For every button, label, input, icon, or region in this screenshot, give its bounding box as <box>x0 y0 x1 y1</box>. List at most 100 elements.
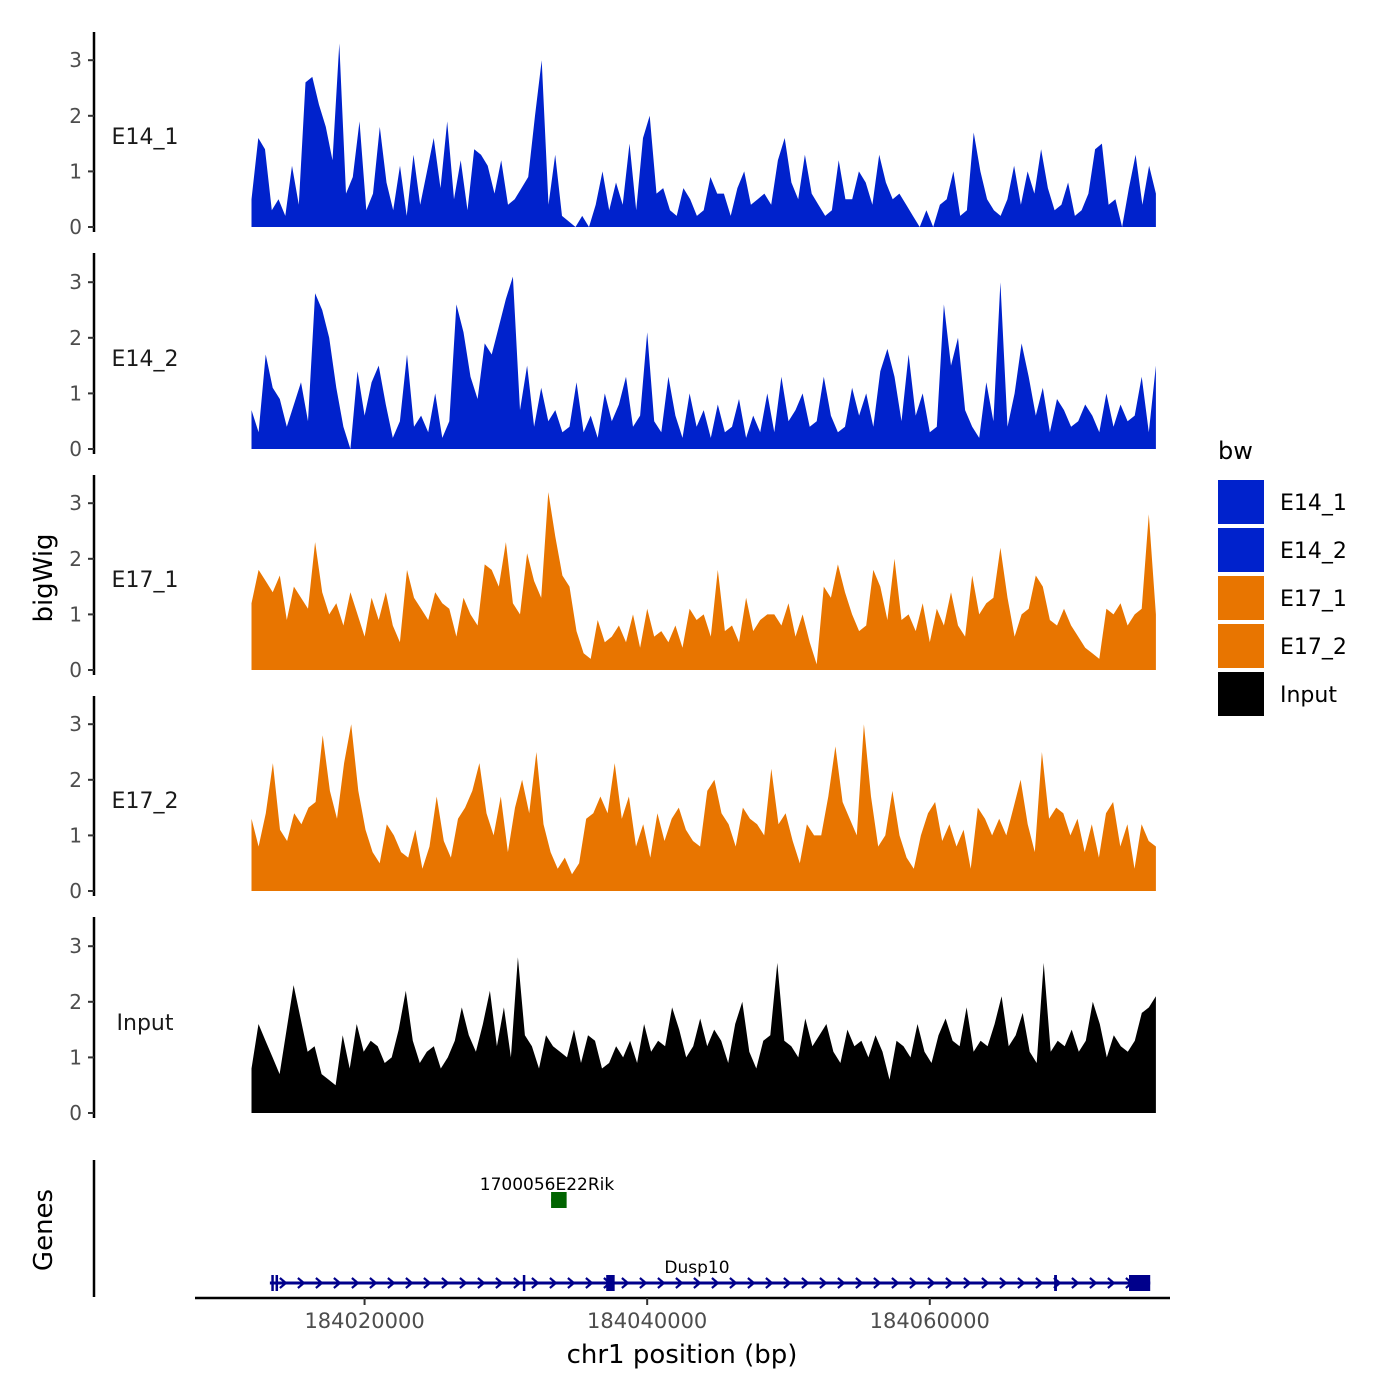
track-E17_1: 0 1 2 3 E17_1 <box>69 475 1156 682</box>
strand-arrow <box>423 1277 432 1289</box>
strand-arrow <box>297 1277 306 1289</box>
strand-arrow <box>369 1277 378 1289</box>
track-label-E14_1: E14_1 <box>112 125 179 150</box>
strand-arrow <box>477 1277 486 1289</box>
track-Input: 0 1 2 3 Input <box>69 917 1156 1125</box>
legend-title: bw <box>1218 437 1253 465</box>
strand-arrow <box>387 1277 396 1289</box>
strand-arrow <box>1017 1277 1026 1289</box>
strand-arrow <box>837 1277 846 1289</box>
y-tick-label: 0 <box>69 879 82 903</box>
legend-swatch-E14_1 <box>1218 480 1264 524</box>
y-tick-label: 3 <box>69 491 82 515</box>
y-tick-label: 1 <box>69 159 82 183</box>
strand-arrow <box>909 1277 918 1289</box>
y-tick-label: 2 <box>69 990 82 1014</box>
gene-label: 1700056E22Rik <box>480 1175 615 1195</box>
strand-arrow <box>729 1277 738 1289</box>
strand-arrow <box>711 1277 720 1289</box>
legend-swatch-E17_1 <box>1218 576 1264 620</box>
track-label-E17_2: E17_2 <box>112 789 179 814</box>
x-axis-title: chr1 position (bp) <box>567 1340 798 1370</box>
y-tick-label: 2 <box>69 326 82 350</box>
gene-label: Dusp10 <box>664 1258 729 1278</box>
track-E14_1: 0 1 2 3 E14_1 <box>69 32 1156 239</box>
exon <box>271 1275 274 1291</box>
coverage-area-E17_2 <box>251 724 1156 891</box>
track-label-E14_2: E14_2 <box>112 347 179 372</box>
y-tick-label: 3 <box>69 270 82 294</box>
strand-arrow <box>441 1277 450 1289</box>
legend-label-E17_2: E17_2 <box>1280 635 1347 660</box>
strand-arrow <box>1035 1277 1044 1289</box>
x-tick-label: 184040000 <box>587 1309 707 1333</box>
strand-arrow <box>567 1277 576 1289</box>
legend: bw E14_1 E14_2 E17_1 E17_2 Input <box>1218 437 1347 716</box>
coverage-area-Input <box>251 957 1156 1113</box>
legend-label-E14_1: E14_1 <box>1280 491 1347 516</box>
strand-arrow <box>675 1277 684 1289</box>
y-tick-label: 0 <box>69 437 82 461</box>
x-tick-label: 184060000 <box>870 1309 990 1333</box>
legend-swatch-E17_2 <box>1218 624 1264 668</box>
strand-arrow <box>945 1277 954 1289</box>
strand-arrow <box>459 1277 468 1289</box>
y-tick-label: 3 <box>69 934 82 958</box>
x-tick-label: 184020000 <box>304 1309 424 1333</box>
strand-arrow <box>1071 1277 1080 1289</box>
y-tick-label: 3 <box>69 712 82 736</box>
exon <box>606 1275 615 1291</box>
strand-arrow <box>891 1277 900 1289</box>
x-axis: 184020000 184040000 184060000 <box>195 1296 1170 1333</box>
strand-arrow <box>351 1277 360 1289</box>
exon <box>1129 1275 1151 1291</box>
strand-arrow <box>873 1277 882 1289</box>
strand-arrow <box>981 1277 990 1289</box>
strand-arrow <box>405 1277 414 1289</box>
strand-arrow <box>1107 1277 1116 1289</box>
y-tick-label: 1 <box>69 823 82 847</box>
exon <box>551 1192 567 1208</box>
y-tick-label: 1 <box>69 1045 82 1069</box>
strand-arrow <box>1089 1277 1098 1289</box>
track-panels: 0 1 2 3 E14_1 0 1 2 3 E14_2 0 1 2 3 E17_1 0 1 2 3 E17_2 0 1 2 3… <box>69 32 1156 1125</box>
legend-swatch-Input <box>1218 672 1264 716</box>
strand-arrow <box>963 1277 972 1289</box>
strand-arrow <box>639 1277 648 1289</box>
track-label-Input: Input <box>117 1011 174 1036</box>
coverage-area-E17_1 <box>251 492 1156 670</box>
strand-arrow <box>927 1277 936 1289</box>
strand-arrow <box>279 1277 288 1289</box>
y-axis-title: bigWig <box>29 533 59 622</box>
strand-arrow <box>855 1277 864 1289</box>
track-label-E17_1: E17_1 <box>112 568 179 593</box>
strand-arrow <box>765 1277 774 1289</box>
strand-arrow <box>531 1277 540 1289</box>
strand-arrow <box>315 1277 324 1289</box>
legend-label-E14_2: E14_2 <box>1280 539 1347 564</box>
genes-axis-title: Genes <box>29 1189 59 1271</box>
y-tick-label: 1 <box>69 381 82 405</box>
legend-label-Input: Input <box>1280 683 1337 708</box>
strand-arrow <box>819 1277 828 1289</box>
strand-arrow <box>783 1277 792 1289</box>
y-tick-label: 1 <box>69 602 82 626</box>
strand-arrow <box>549 1277 558 1289</box>
y-tick-label: 0 <box>69 658 82 682</box>
y-tick-label: 0 <box>69 1101 82 1125</box>
y-tick-label: 2 <box>69 547 82 571</box>
y-tick-label: 3 <box>69 48 82 72</box>
strand-arrow <box>657 1277 666 1289</box>
coverage-area-E14_2 <box>251 276 1156 449</box>
exon <box>1054 1275 1057 1291</box>
gene-panel: 1700056E22Rik Dusp10 <box>92 1160 1151 1297</box>
exon <box>522 1275 526 1291</box>
strand-arrow <box>621 1277 630 1289</box>
strand-arrow <box>801 1277 810 1289</box>
gene-Dusp10: Dusp10 <box>269 1258 1151 1291</box>
track-E14_2: 0 1 2 3 E14_2 <box>69 253 1156 461</box>
strand-arrow <box>333 1277 342 1289</box>
strand-arrow <box>693 1277 702 1289</box>
y-tick-label: 2 <box>69 104 82 128</box>
